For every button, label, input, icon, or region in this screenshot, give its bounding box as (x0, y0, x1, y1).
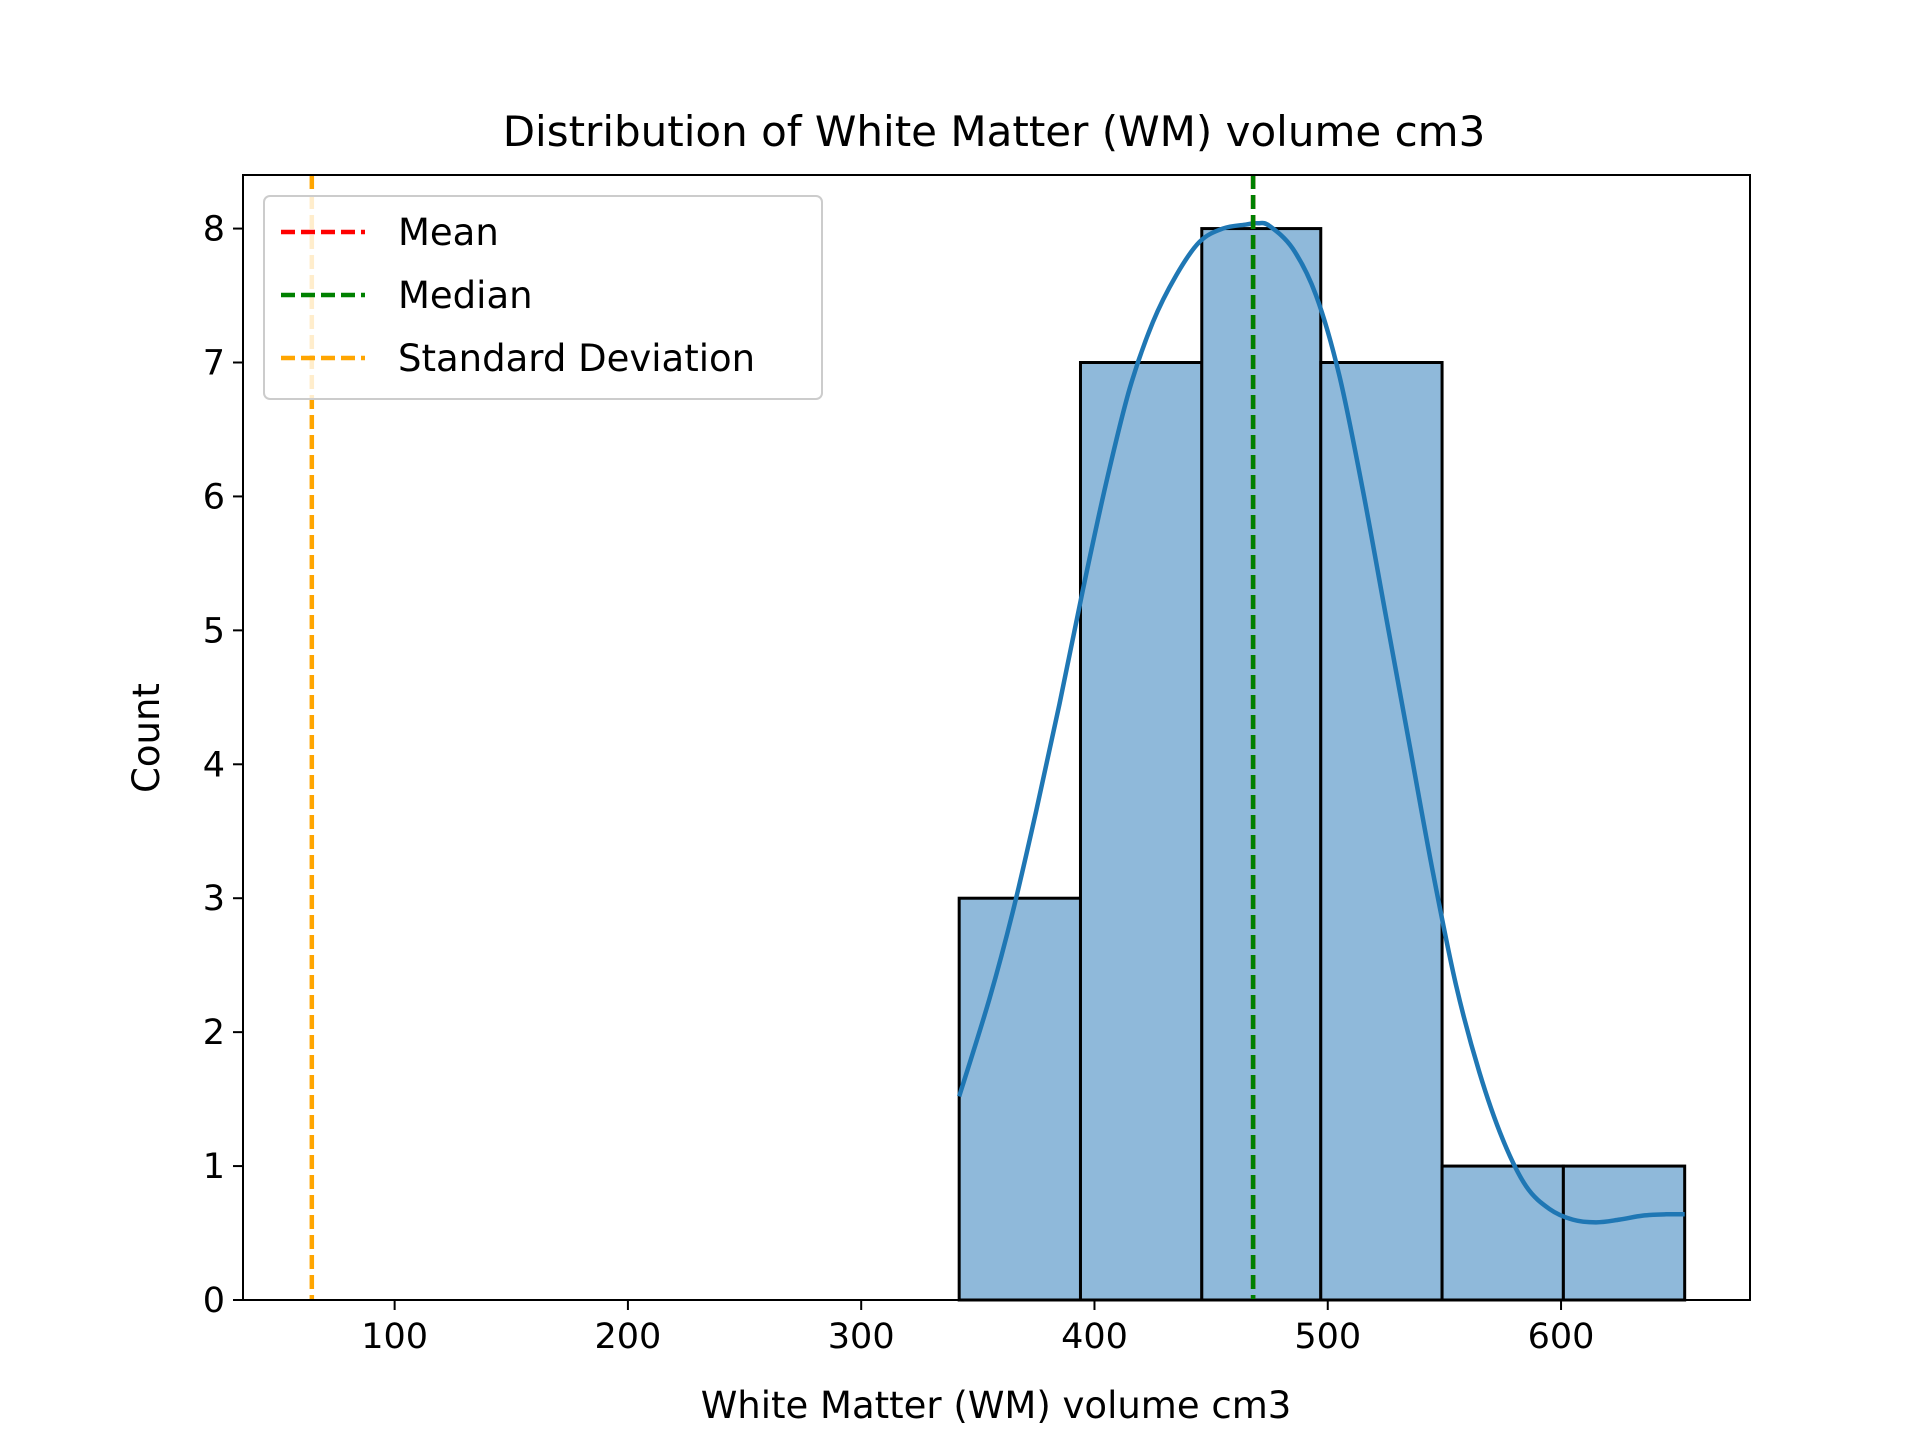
legend: Mean Median Standard Deviation (263, 195, 823, 400)
kde-layer (957, 220, 1685, 1225)
x-axis-ticks: 100 200 300 400 500 600 (361, 1300, 1594, 1357)
y-tick-label-2: 2 (203, 1013, 225, 1053)
y-tick-label-8: 8 (203, 210, 225, 250)
y-tick-label-3: 3 (203, 879, 225, 919)
y-axis-ticks: 0 1 2 3 4 5 6 7 8 (203, 210, 243, 1321)
legend-label-2: Standard Deviation (398, 337, 755, 380)
histogram-bar-0 (957, 896, 1082, 1302)
bars-layer (957, 227, 1687, 1302)
y-tick-label-4: 4 (203, 745, 225, 785)
histogram-bar-4 (1440, 1164, 1565, 1302)
x-tick-label-1: 200 (595, 1317, 662, 1357)
y-tick-label-7: 7 (203, 344, 225, 384)
histogram-bar-1 (1078, 361, 1204, 1302)
legend-label-1: Median (398, 274, 533, 317)
x-tick-label-2: 300 (828, 1317, 895, 1357)
histogram-bar-5 (1561, 1164, 1687, 1302)
legend-entries: Mean Median Standard Deviation (281, 211, 755, 380)
x-tick-label-5: 600 (1528, 1317, 1595, 1357)
x-tick-label-4: 500 (1294, 1317, 1361, 1357)
y-tick-label-5: 5 (203, 611, 225, 651)
x-tick-label-0: 100 (361, 1317, 428, 1357)
y-tick-label-6: 6 (203, 477, 225, 517)
y-axis-label: Count (125, 683, 168, 793)
y-tick-label-1: 1 (203, 1147, 225, 1187)
legend-label-0: Mean (398, 211, 499, 254)
legend-box (263, 195, 823, 400)
x-tick-label-3: 400 (1061, 1317, 1128, 1357)
histogram-bar-2 (1200, 227, 1323, 1302)
kde-curve (957, 220, 1685, 1225)
y-tick-label-0: 0 (203, 1281, 225, 1321)
chart-title: Distribution of White Matter (WM) volume… (503, 107, 1486, 156)
plot-area-frame (242, 174, 1751, 1301)
x-axis-label: White Matter (WM) volume cm3 (701, 1384, 1292, 1427)
